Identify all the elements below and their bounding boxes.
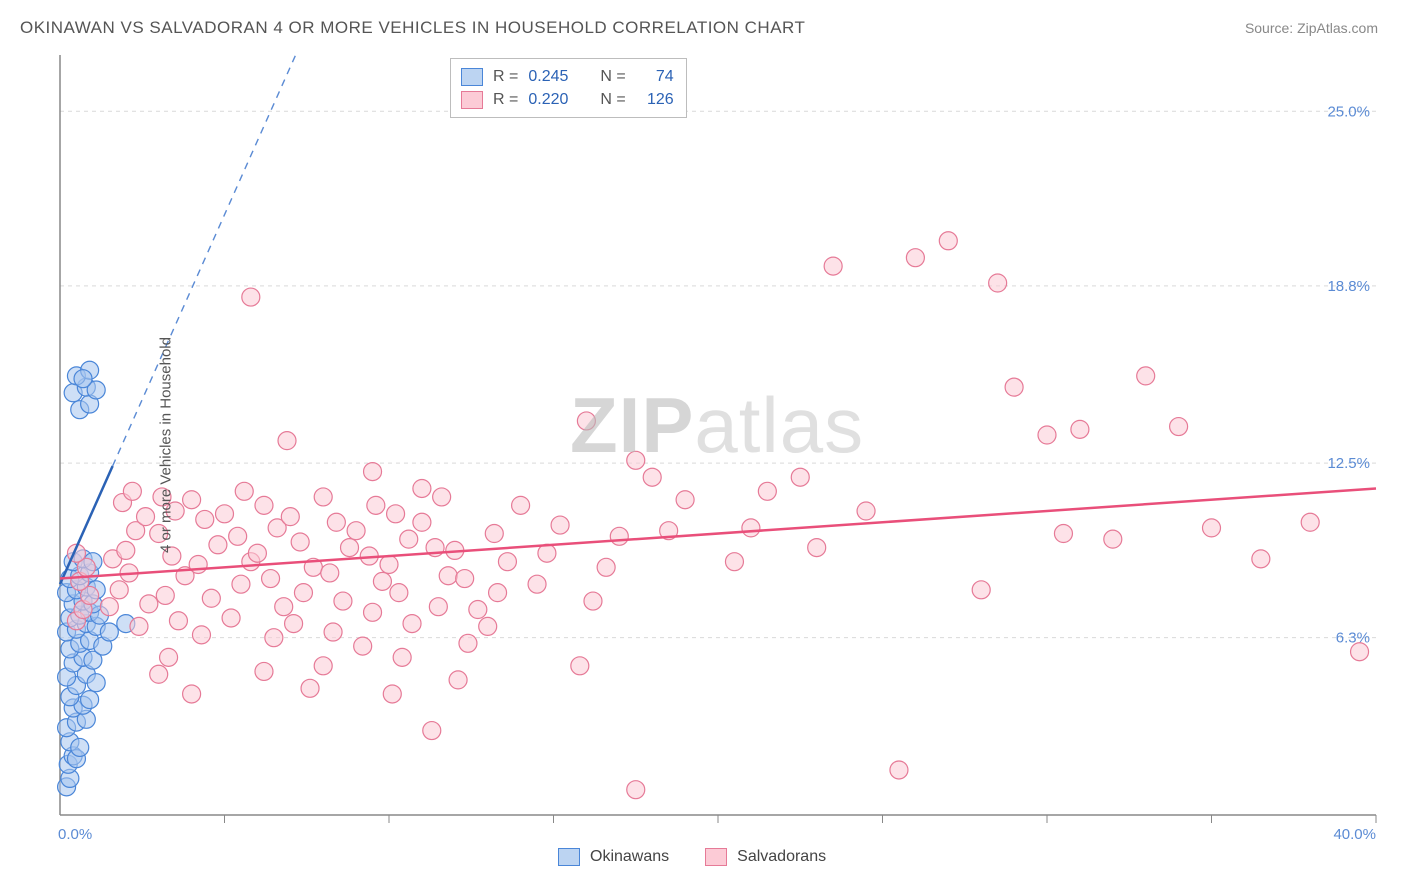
svg-text:25.0%: 25.0% <box>1327 103 1370 120</box>
legend-swatch-blue <box>461 68 483 86</box>
legend-swatch-pink <box>705 848 727 866</box>
svg-text:40.0%: 40.0% <box>1333 826 1376 843</box>
legend-label-salvadorans: Salvadorans <box>737 848 826 866</box>
svg-text:0.0%: 0.0% <box>58 826 92 843</box>
legend-swatch-blue <box>558 848 580 866</box>
correlation-legend: R = 0.245 N = 74 R = 0.220 N = 126 <box>450 58 687 118</box>
y-axis-label: 4 or more Vehicles in Household <box>157 337 174 553</box>
chart-area: 4 or more Vehicles in Household 6.3%12.5… <box>50 55 1380 835</box>
n-value-salvadorans: 126 <box>636 88 674 111</box>
r-label: R = <box>493 65 518 88</box>
r-label: R = <box>493 88 518 111</box>
legend-row-okinawans: R = 0.245 N = 74 <box>461 65 674 88</box>
n-label: N = <box>600 88 625 111</box>
r-value-salvadorans: 0.220 <box>528 88 584 111</box>
r-value-okinawans: 0.245 <box>528 65 584 88</box>
legend-item-salvadorans: Salvadorans <box>705 848 826 866</box>
svg-text:18.8%: 18.8% <box>1327 278 1370 295</box>
source-attribution: Source: ZipAtlas.com <box>1245 20 1378 36</box>
legend-swatch-pink <box>461 91 483 109</box>
chart-title: OKINAWAN VS SALVADORAN 4 OR MORE VEHICLE… <box>20 18 805 38</box>
legend-row-salvadorans: R = 0.220 N = 126 <box>461 88 674 111</box>
n-label: N = <box>600 65 625 88</box>
series-legend: Okinawans Salvadorans <box>558 848 826 866</box>
svg-text:12.5%: 12.5% <box>1327 455 1370 472</box>
legend-label-okinawans: Okinawans <box>590 848 669 866</box>
scatter-chart: 6.3%12.5%18.8%25.0%0.0%40.0% <box>50 55 1380 845</box>
n-value-okinawans: 74 <box>636 65 674 88</box>
legend-item-okinawans: Okinawans <box>558 848 669 866</box>
